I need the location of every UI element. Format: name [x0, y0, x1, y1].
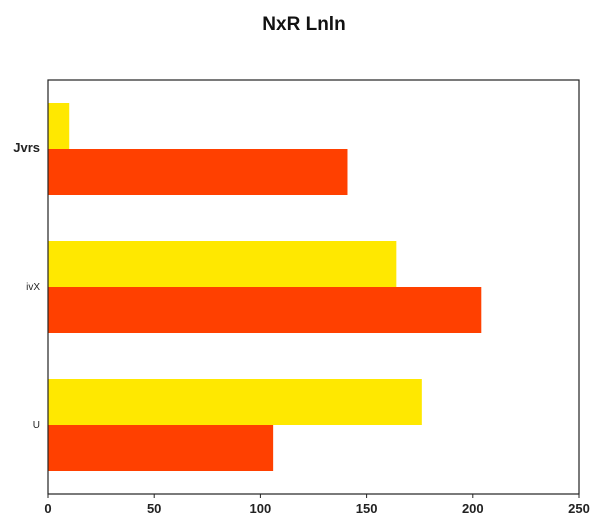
- bars-layer: [48, 103, 482, 471]
- y-tick-label: U: [33, 420, 40, 431]
- x-tick-label: 100: [250, 501, 272, 516]
- y-tick-label: ivX: [26, 282, 40, 293]
- x-tick-label: 50: [147, 501, 161, 516]
- bar-series2-u: [48, 425, 274, 471]
- plot-frame: [47, 79, 580, 495]
- y-tick-label: Jvrs: [13, 140, 40, 155]
- bar-series1-u: [48, 379, 422, 425]
- bar-series1-ivx: [48, 241, 397, 287]
- x-tick-label: 0: [44, 501, 51, 516]
- bar-series2-ivx: [48, 287, 482, 333]
- bar-series1-jvrs: [48, 103, 70, 149]
- chart-title: NxR Lnln: [262, 14, 346, 35]
- y-axis: Jvrs ivX U: [13, 140, 40, 431]
- x-tick-label: 200: [462, 501, 484, 516]
- bar-series2-jvrs: [48, 149, 348, 195]
- x-axis: 0 50 100 150 200 250: [44, 494, 590, 516]
- x-tick-label: 250: [568, 501, 590, 516]
- x-tick-label: 150: [356, 501, 378, 516]
